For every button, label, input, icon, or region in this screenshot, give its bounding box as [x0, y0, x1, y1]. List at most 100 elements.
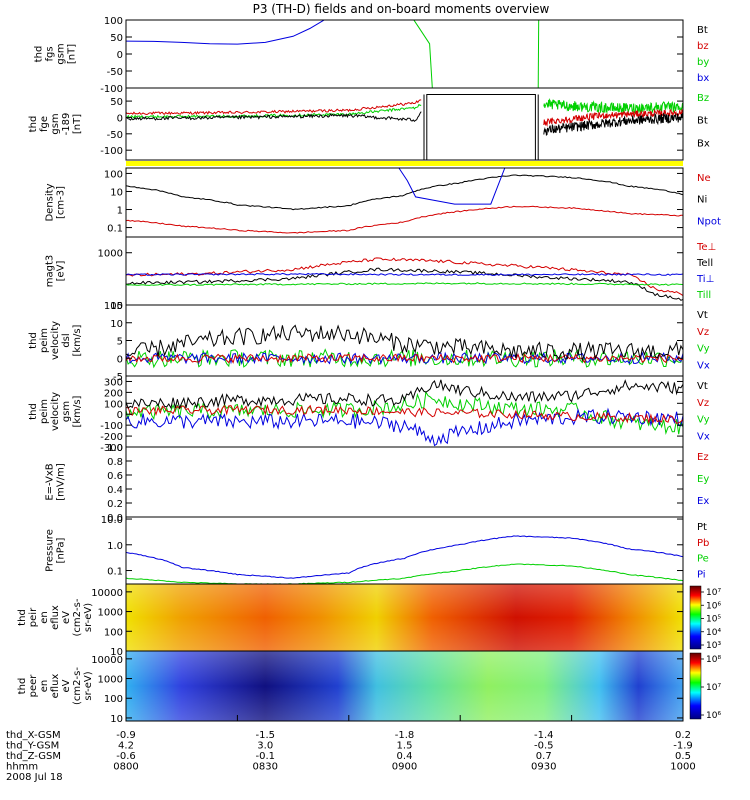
series-line-1	[126, 351, 683, 366]
series-group	[126, 379, 683, 447]
x-axis-value: 3.0	[257, 741, 273, 752]
y-tick-label: 1.0	[107, 541, 123, 552]
y-axis-label-line: peer	[28, 674, 39, 698]
spectrogram-shade	[126, 651, 683, 721]
legend-entry: Ti⊥	[696, 274, 714, 285]
legend-entry: Ni	[697, 195, 707, 206]
legend-entry: Vy	[697, 344, 710, 355]
x-axis-row-label: thd_Z-GSM	[6, 751, 61, 762]
series-line-3	[126, 324, 683, 362]
series-line-2	[126, 353, 683, 364]
x-axis-value: -1.9	[673, 741, 693, 752]
x-axis-value: 4.2	[118, 741, 134, 752]
series-line-0	[126, 99, 422, 116]
panel-frame	[125, 516, 684, 585]
y-tick-label: 100	[104, 627, 123, 638]
panel-vel_dsl: Vt Vz Vy Vx -5 0 5 10 15 thd peim velocity dsl [km/s]	[28, 301, 710, 383]
series-line-2	[537, 20, 540, 88]
legend-entry: Vt	[697, 310, 708, 321]
x-axis-value: -0.5	[534, 741, 554, 752]
y-tick-label: -50	[107, 67, 123, 78]
x-axis-value: -1.8	[395, 730, 415, 741]
y-axis-label-line: fge	[39, 116, 50, 132]
x-axis-date: 2008 Jul 18	[6, 772, 63, 783]
legend-entry: Pb	[697, 538, 709, 549]
legend-entry: Till	[696, 290, 711, 301]
y-tick-label: -300	[100, 443, 123, 454]
series-line-5	[543, 108, 683, 128]
legend-entry: Bt	[697, 25, 708, 36]
y-axis-label-line: thd	[28, 332, 39, 349]
legend-entry: Npot	[697, 216, 721, 227]
y-tick-label: 1	[117, 206, 123, 217]
y-axis-label-line: E=-VxB	[45, 463, 56, 500]
y-tick-label: 0	[117, 50, 123, 61]
series-line-0	[126, 257, 683, 297]
x-axis-value: -1.5	[255, 730, 275, 741]
legend-entry: Bz	[697, 93, 709, 104]
x-axis-row-label: thd_Y-GSM	[6, 741, 59, 752]
panel-frame	[125, 650, 684, 722]
y-axis-label-line: fgs	[45, 46, 56, 61]
y-axis-label-line: thd	[17, 609, 28, 626]
y-axis-label-line: [eV]	[56, 261, 67, 282]
y-tick-label: 50	[110, 97, 123, 108]
y-tick-label: 200	[104, 388, 123, 399]
series-line-2	[126, 111, 422, 122]
colorbar-tick-label: 10⁶	[706, 601, 721, 611]
y-axis-label-line: velocity	[50, 392, 61, 431]
panel-fge: Bz Bt Bx -100 -50 0 50 thd fge gsm -189 [nT]	[28, 87, 710, 161]
y-axis-label-line: [cm-3]	[56, 186, 67, 219]
spectrogram-shade	[126, 584, 683, 651]
x-axis-value: 1.5	[397, 741, 413, 752]
legend-entry: Ex	[697, 496, 709, 507]
y-axis-label-line: thd	[28, 403, 39, 420]
y-tick-label: -100	[100, 421, 123, 432]
y-tick-label: 0.0	[107, 513, 123, 524]
y-tick-label: 0.1	[107, 224, 123, 235]
y-axis-label-line: Pressure	[45, 529, 56, 572]
colorbar-tick-label: 10³	[706, 641, 721, 651]
y-tick-label: -5	[113, 372, 123, 383]
legend-entry: Vz	[697, 398, 709, 409]
y-tick-label: 1000	[98, 608, 123, 619]
y-axis-label-line: sr-eV)	[83, 603, 94, 632]
y-tick-label: 100	[104, 301, 123, 312]
legend-entry: Bx	[697, 138, 710, 149]
y-axis-label-line: (cm2-s-	[72, 598, 83, 636]
y-axis-label-line: velocity	[50, 321, 61, 360]
series-line-3	[423, 94, 539, 160]
colorbar-tick-label: 10⁷	[706, 588, 721, 598]
x-axis-value: 0.4	[397, 751, 413, 762]
panel-frame	[125, 87, 684, 161]
y-tick-label: 1.0	[107, 443, 123, 454]
series-line-1	[126, 563, 683, 584]
panel-frame	[125, 19, 684, 89]
y-tick-label: 10	[110, 319, 123, 330]
legend-entry: Bt	[697, 116, 708, 127]
y-axis-label-line: [nT]	[67, 44, 78, 64]
series-line-0	[126, 390, 683, 435]
x-axis-value: 0900	[392, 762, 417, 773]
y-tick-label: 0.2	[107, 499, 123, 510]
series-line-1	[126, 267, 683, 301]
series-line-1	[126, 407, 683, 447]
panel-temperature: Te⊥ Tell Ti⊥ Till 100 1000 magt3 [eV]	[45, 236, 716, 312]
colorbar-elec_spec	[689, 652, 702, 720]
legend-entry: Pi	[697, 569, 706, 580]
y-axis-label-line: gsm	[61, 401, 72, 422]
y-axis-label-line: magt3	[45, 255, 56, 288]
y-axis-label-line: [nT]	[72, 114, 83, 134]
y-axis-label-line: dsl	[61, 333, 72, 347]
series-line-1	[413, 20, 433, 88]
y-tick-label: -200	[100, 432, 123, 443]
y-tick-label: 15	[110, 301, 123, 312]
y-tick-label: -100	[100, 84, 123, 95]
legend-entry: Pe	[697, 554, 709, 565]
y-tick-label: 1000	[98, 249, 123, 260]
y-tick-label: 10	[110, 714, 123, 725]
series-group	[126, 535, 683, 584]
y-tick-label: 0	[117, 113, 123, 124]
